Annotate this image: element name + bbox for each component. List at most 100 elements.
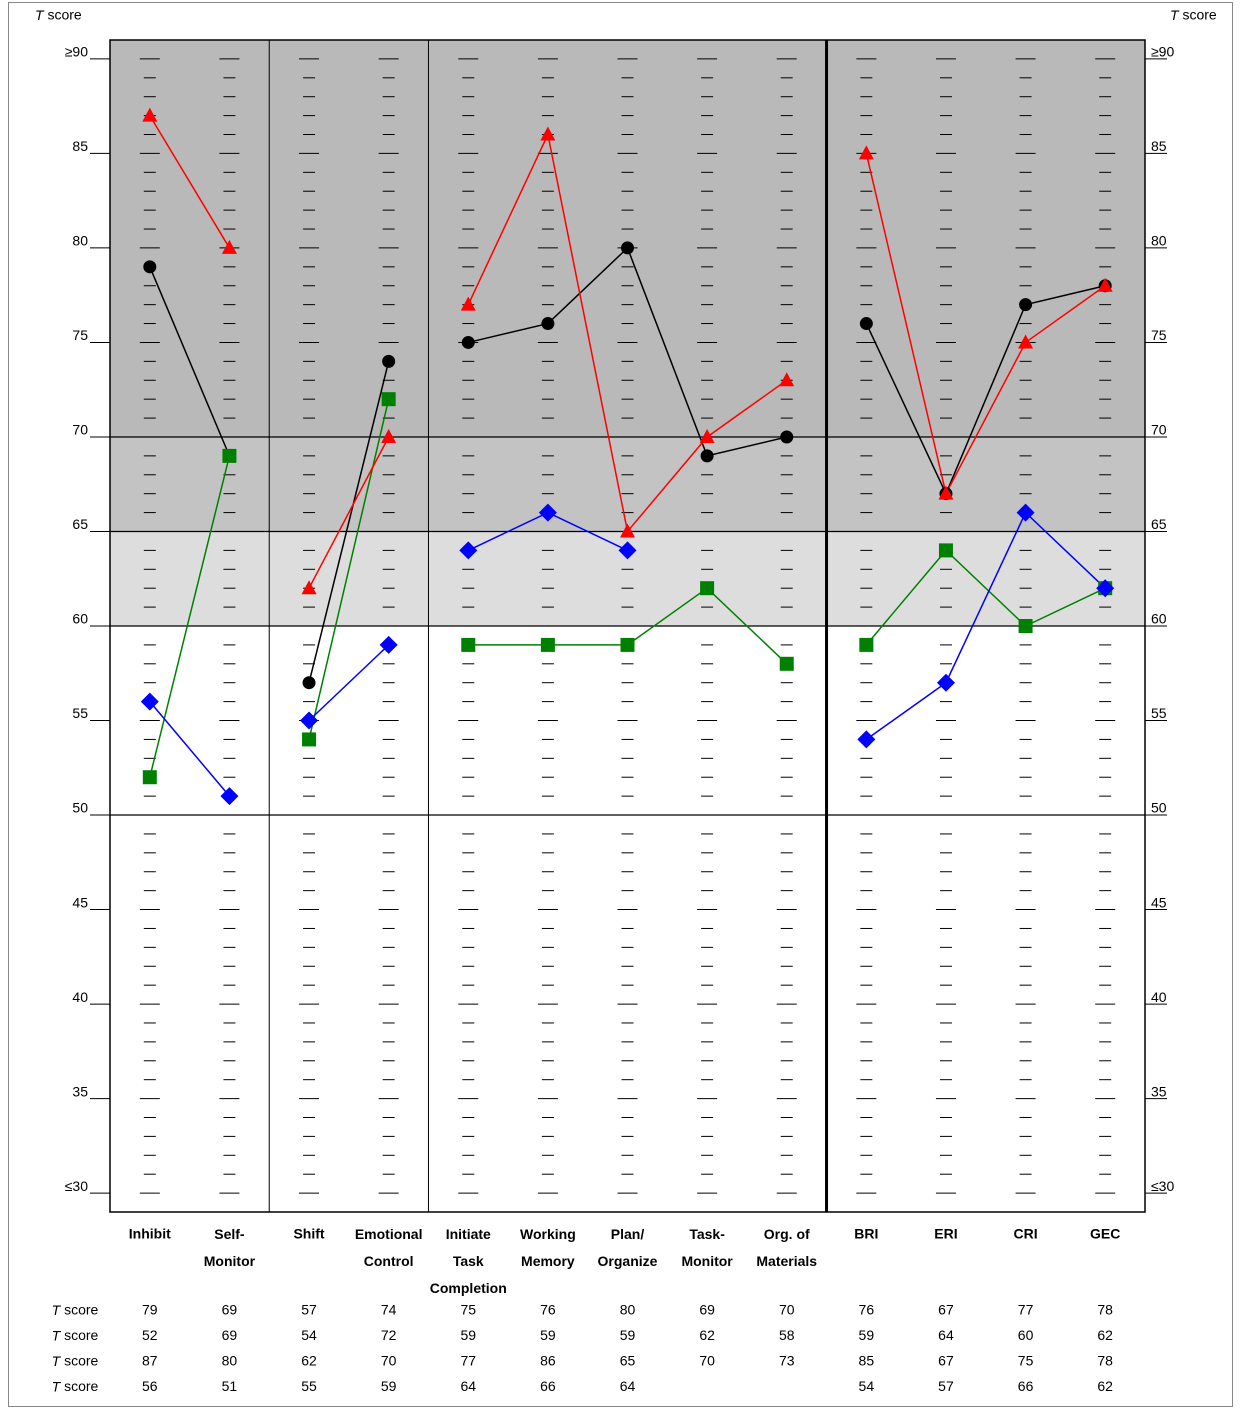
- marker-circle: [541, 317, 555, 331]
- table-value: 60: [1018, 1327, 1034, 1343]
- marker-square: [779, 656, 794, 671]
- table-value: 59: [460, 1327, 476, 1343]
- y-tick-label-left: 65: [72, 516, 88, 532]
- x-tick-label: Task-Monitor: [681, 1226, 733, 1269]
- marker-square: [859, 637, 874, 652]
- table-value: 85: [859, 1353, 875, 1369]
- y-tick-label-left: ≥90: [65, 44, 88, 60]
- table-value: 57: [301, 1302, 317, 1318]
- marker-triangle: [938, 485, 954, 500]
- y-tick-label-left: 70: [72, 422, 88, 438]
- marker-triangle: [540, 126, 556, 141]
- table-row-label: T score: [52, 1327, 99, 1343]
- marker-triangle: [142, 107, 158, 122]
- table-value: 59: [540, 1327, 556, 1343]
- y-axis-label-right: T score: [1170, 7, 1217, 23]
- table-value: 67: [938, 1353, 954, 1369]
- table-value: 87: [142, 1353, 158, 1369]
- marker-triangle: [460, 296, 476, 311]
- y-tick-label-right: 50: [1151, 800, 1167, 816]
- y-tick-label-left: 40: [72, 989, 88, 1005]
- x-tick-label: BRI: [854, 1226, 878, 1242]
- y-tick-label-right: 80: [1151, 233, 1167, 249]
- y-axis-label-left: T score: [35, 7, 82, 23]
- series-line: [149, 701, 230, 797]
- x-tick-label: CRI: [1014, 1226, 1038, 1242]
- marker-circle: [382, 354, 396, 368]
- marker-triangle: [381, 428, 397, 443]
- table-value: 55: [301, 1378, 317, 1394]
- marker-circle: [859, 317, 873, 331]
- y-tick-label-right: 70: [1151, 422, 1167, 438]
- marker-diamond: [1016, 503, 1035, 522]
- x-tick-label: Inhibit: [129, 1226, 171, 1242]
- marker-diamond: [379, 635, 398, 654]
- table-value: 77: [460, 1353, 476, 1369]
- y-tick-label-left: 75: [72, 327, 88, 343]
- y-tick-label-right: 60: [1151, 611, 1167, 627]
- table-row-label: T score: [52, 1302, 99, 1318]
- table-value: 70: [699, 1353, 715, 1369]
- table-value: 62: [301, 1353, 317, 1369]
- marker-triangle: [1018, 334, 1034, 349]
- table-value: 76: [540, 1302, 556, 1318]
- plot-border: [109, 39, 1146, 1213]
- marker-diamond: [1096, 579, 1115, 598]
- marker-diamond: [300, 711, 319, 730]
- marker-triangle: [779, 372, 795, 387]
- y-tick-label-right: 65: [1151, 516, 1167, 532]
- table-value: 62: [1097, 1378, 1113, 1394]
- table-value: 76: [859, 1302, 875, 1318]
- x-tick-label: ERI: [934, 1226, 957, 1242]
- series-line: [865, 285, 1106, 496]
- marker-triangle: [699, 428, 715, 443]
- y-tick-label-left: 85: [72, 138, 88, 154]
- table-value: 74: [381, 1302, 397, 1318]
- table-value: 73: [779, 1353, 795, 1369]
- marker-square: [142, 770, 157, 785]
- x-tick-label: Initiate Task Completion: [430, 1226, 507, 1296]
- table-value: 67: [938, 1302, 954, 1318]
- marker-circle: [461, 335, 475, 349]
- series-line: [308, 644, 390, 722]
- x-tick-label: Self-Monitor: [204, 1226, 256, 1269]
- x-tick-label: Plan/Organize: [598, 1226, 658, 1269]
- table-value: 62: [699, 1327, 715, 1343]
- marker-triangle: [1097, 277, 1113, 292]
- y-tick-label-right: 45: [1151, 894, 1167, 910]
- marker-diamond: [140, 692, 159, 711]
- table-value: 58: [779, 1327, 795, 1343]
- x-tick-label: Emotional Control: [355, 1226, 423, 1269]
- marker-square: [381, 392, 396, 407]
- table-row-label: T score: [52, 1378, 99, 1394]
- marker-circle: [700, 449, 714, 463]
- table-value: 66: [1018, 1378, 1034, 1394]
- marker-diamond: [857, 730, 876, 749]
- table-value: 64: [460, 1378, 476, 1394]
- y-tick-label-right: 55: [1151, 705, 1167, 721]
- table-value: 51: [222, 1378, 238, 1394]
- table-value: 54: [859, 1378, 875, 1394]
- table-value: 75: [460, 1302, 476, 1318]
- y-tick-label-left: 35: [72, 1083, 88, 1099]
- marker-triangle: [620, 523, 635, 538]
- marker-square: [302, 732, 317, 747]
- table-value: 69: [699, 1302, 715, 1318]
- y-tick-label-right: 85: [1151, 138, 1167, 154]
- frame: [8, 2, 1233, 1407]
- marker-square: [461, 637, 476, 652]
- background-layer: [90, 39, 1167, 1213]
- table-value: 57: [938, 1378, 954, 1394]
- y-tick-label-left: 50: [72, 800, 88, 816]
- table-value: 86: [540, 1353, 556, 1369]
- foreground-layer: ≥90 ≥90 85 85 80 80 75 75 70 70 65 65 60 60 55 55 50 50 45…: [52, 44, 1175, 1395]
- marker-square: [938, 543, 953, 558]
- marker-square: [540, 637, 555, 652]
- table-value: 72: [381, 1327, 397, 1343]
- series-line: [308, 398, 390, 740]
- marker-square: [1018, 619, 1033, 633]
- table-value: 77: [1018, 1302, 1034, 1318]
- marker-triangle: [858, 145, 874, 160]
